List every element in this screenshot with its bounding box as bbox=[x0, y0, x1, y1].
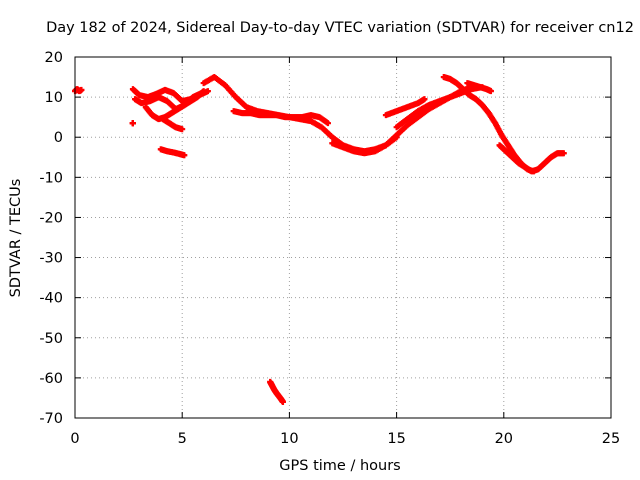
data-point bbox=[560, 150, 567, 157]
y-tick-label: 20 bbox=[45, 50, 63, 66]
data-point bbox=[78, 86, 85, 93]
x-tick-label: 20 bbox=[495, 431, 513, 447]
x-tick-label: 5 bbox=[178, 431, 187, 447]
data-point bbox=[279, 398, 286, 405]
series-arc-p bbox=[267, 378, 286, 405]
series-arc-h bbox=[200, 74, 400, 155]
gridlines bbox=[75, 57, 611, 418]
y-tick-label: -30 bbox=[39, 251, 63, 267]
data-point bbox=[421, 96, 428, 103]
y-tick-label: 10 bbox=[45, 90, 63, 106]
series-arc-g bbox=[157, 146, 188, 159]
chart-title: Day 182 of 2024, Sidereal Day-to-day VTE… bbox=[46, 20, 634, 36]
series-arc-k bbox=[382, 96, 428, 119]
series-arc-i bbox=[230, 108, 331, 127]
x-tick-label: 25 bbox=[602, 431, 620, 447]
y-tick-label: -60 bbox=[39, 371, 63, 387]
series-arc-m bbox=[440, 74, 537, 175]
data-point bbox=[181, 152, 188, 159]
x-tick-label: 0 bbox=[70, 431, 79, 447]
x-tick-label: 10 bbox=[280, 431, 298, 447]
y-tick-label: -70 bbox=[39, 411, 63, 427]
series-arc-f bbox=[159, 116, 186, 133]
data-point bbox=[129, 120, 136, 127]
y-tick-label: -40 bbox=[39, 291, 63, 307]
series-arc-b bbox=[129, 120, 136, 127]
data-point bbox=[200, 88, 207, 95]
y-tick-label: 0 bbox=[54, 130, 63, 146]
plot-frame bbox=[74, 56, 612, 419]
data-point bbox=[324, 120, 331, 127]
data-point bbox=[179, 126, 186, 133]
y-tick-label: -10 bbox=[39, 170, 63, 186]
data-points bbox=[72, 74, 567, 405]
series-arc-o bbox=[496, 142, 567, 175]
y-axis-label: SDTVAR / TECUs bbox=[8, 179, 24, 298]
x-tick-label: 15 bbox=[387, 431, 405, 447]
axis-ticks: 0 5 10 15 20 25 20 10 0 -10 -20 -30 -40 -50 -60 -70 bbox=[39, 50, 620, 447]
series-arc-a bbox=[72, 86, 85, 95]
series-arc-n bbox=[464, 80, 494, 95]
x-axis-label: GPS time / hours bbox=[279, 458, 400, 474]
y-tick-label: -50 bbox=[39, 331, 63, 347]
y-tick-label: -20 bbox=[39, 210, 63, 226]
data-point bbox=[487, 88, 494, 95]
